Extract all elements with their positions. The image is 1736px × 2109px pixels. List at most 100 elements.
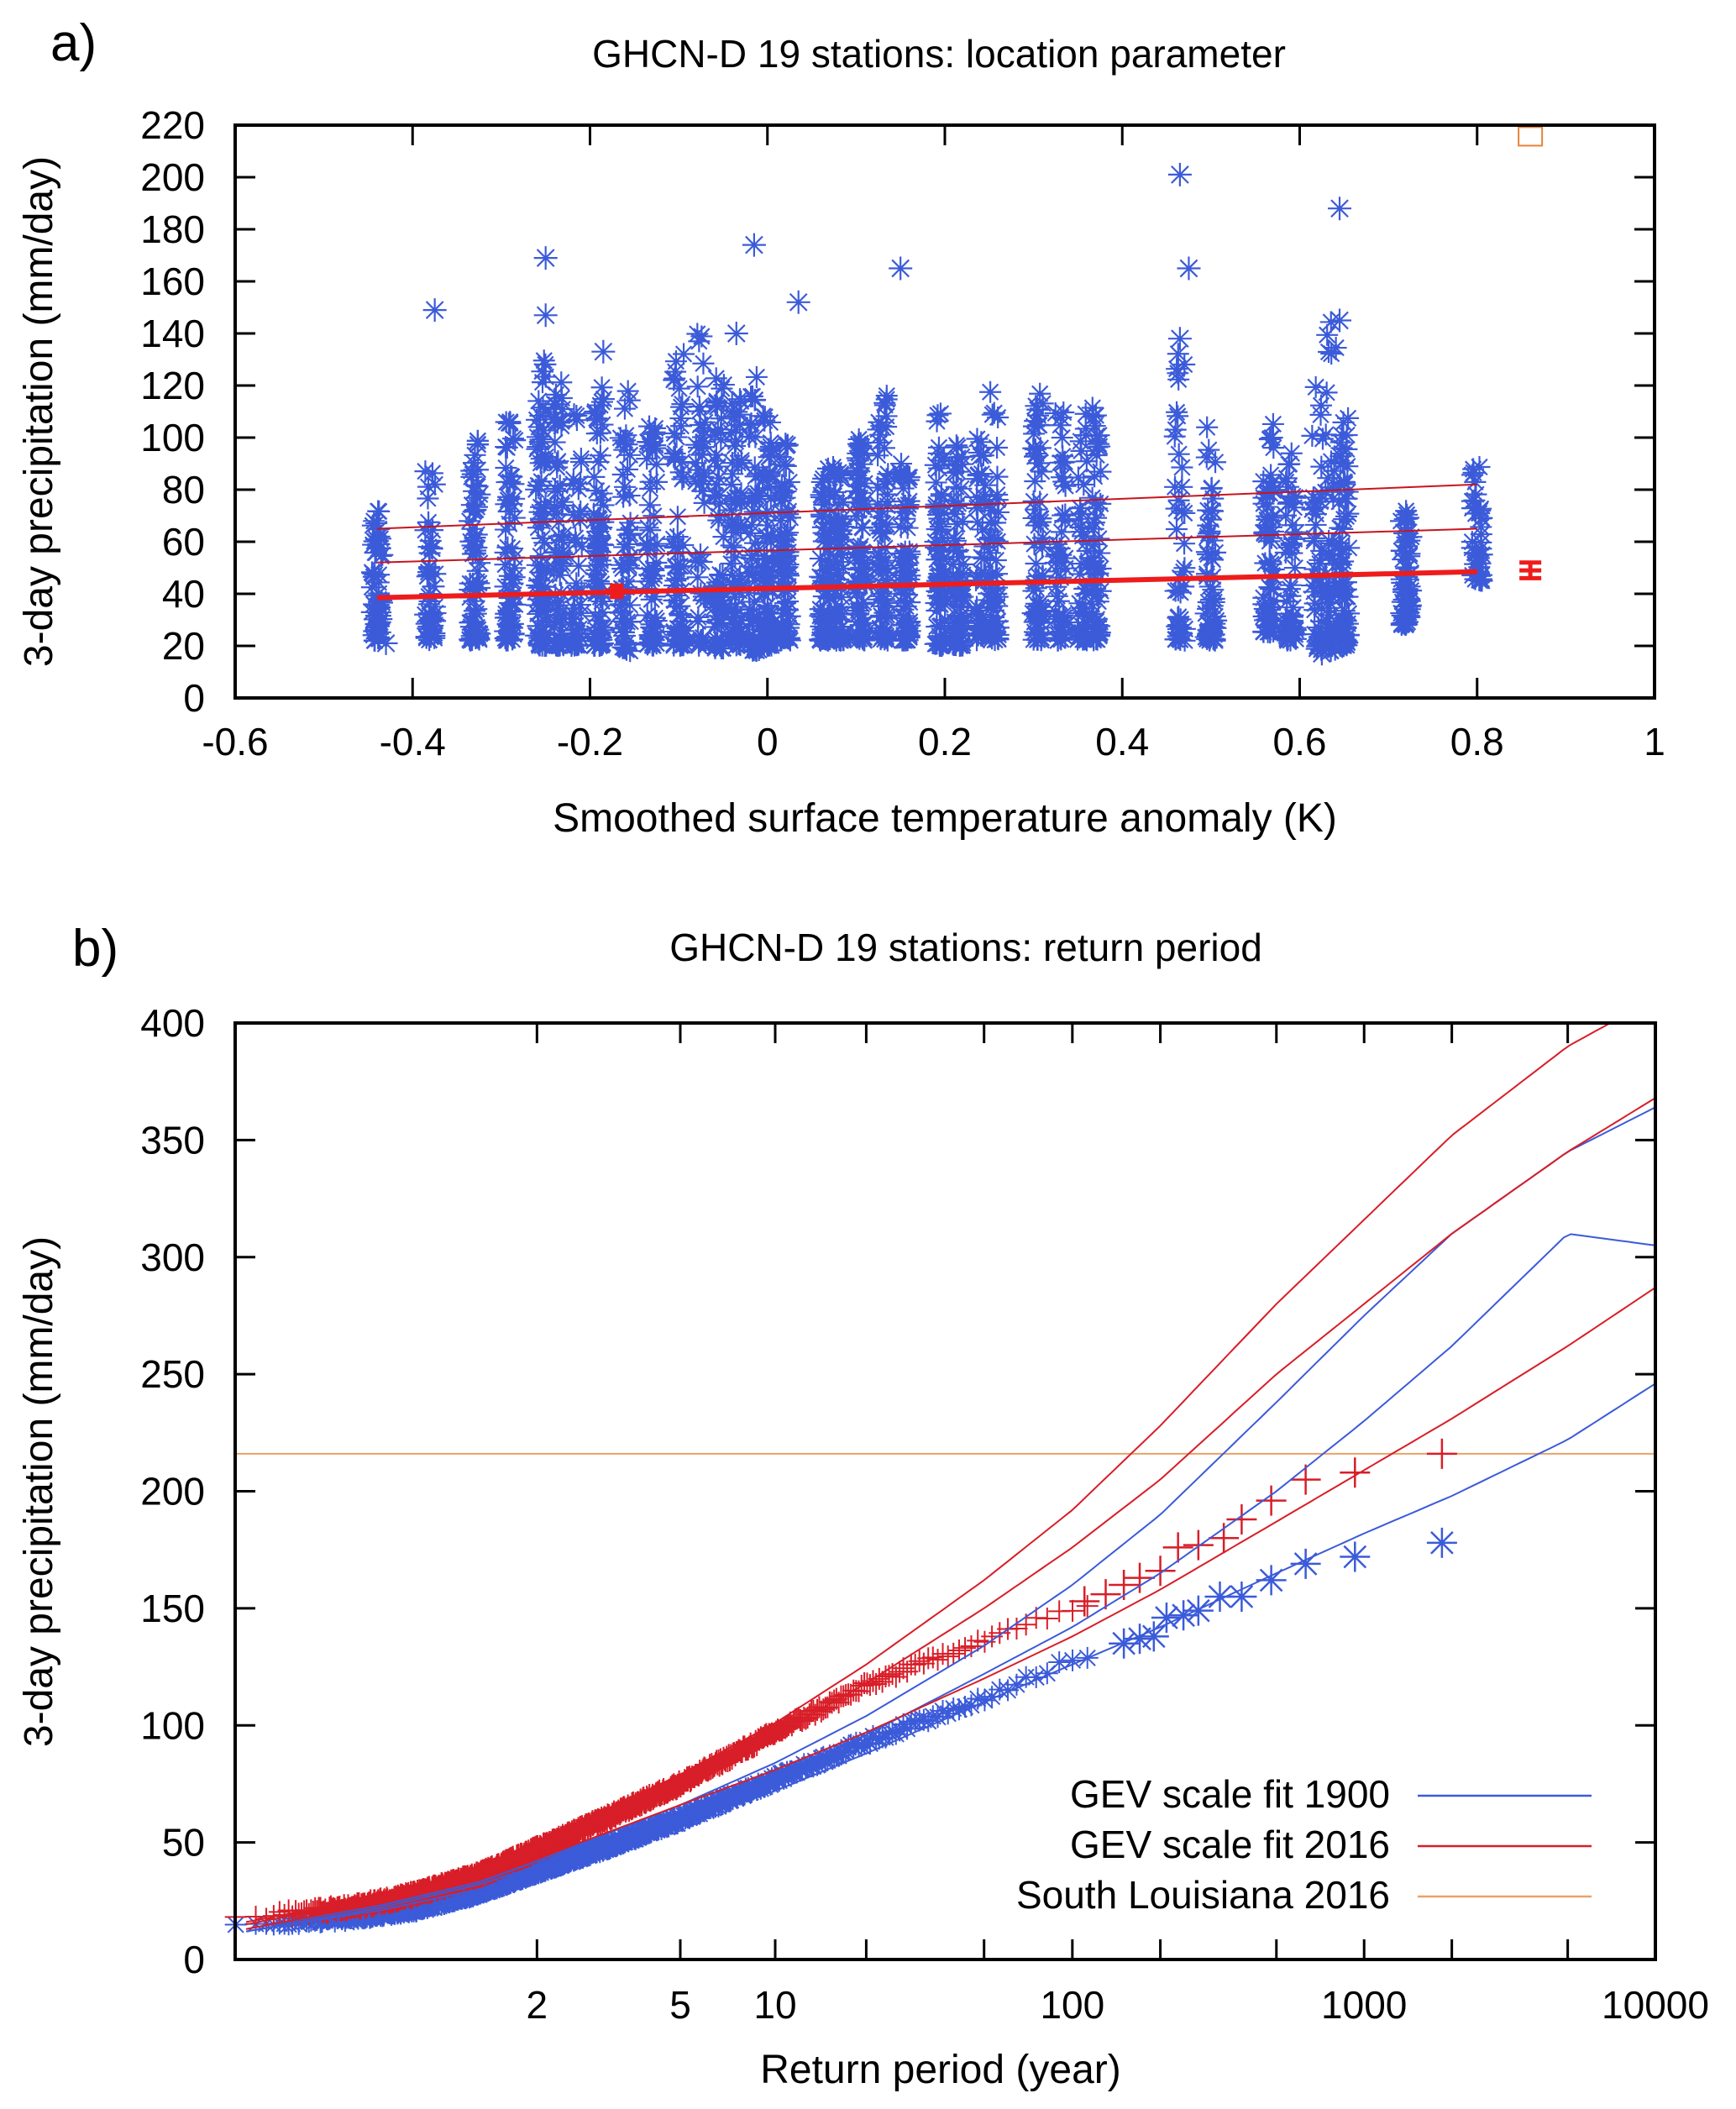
data-point <box>495 518 517 541</box>
data-point <box>850 437 873 459</box>
data-point-1900 <box>1290 1548 1321 1579</box>
data-point <box>663 537 686 559</box>
data-point <box>986 563 1009 585</box>
data-point <box>1393 522 1416 545</box>
data-point <box>1398 545 1421 568</box>
data-point <box>612 485 635 508</box>
data-point <box>1196 416 1219 438</box>
data-point <box>586 554 609 577</box>
data-point <box>588 634 611 657</box>
data-point <box>423 473 446 496</box>
data-point <box>1197 543 1219 565</box>
data-point <box>809 548 831 570</box>
data-point <box>525 478 548 501</box>
data-point <box>1304 375 1327 398</box>
data-point <box>1337 502 1360 525</box>
data-point <box>684 452 707 475</box>
data-point <box>831 528 853 551</box>
data-point <box>663 448 686 470</box>
data-point <box>636 538 658 561</box>
data-point <box>814 523 837 546</box>
data-point <box>1022 490 1045 512</box>
data-point <box>730 449 753 472</box>
data-point <box>369 537 391 559</box>
data-point-2016 <box>921 1646 944 1669</box>
data-point <box>744 532 767 554</box>
data-point <box>533 532 556 554</box>
data-point <box>876 491 899 513</box>
data-point <box>693 419 716 442</box>
data-point <box>980 596 1003 619</box>
data-point <box>1395 500 1418 522</box>
data-point <box>830 543 852 565</box>
data-point <box>870 415 893 438</box>
data-point <box>1256 509 1278 532</box>
y-tick-label: 160 <box>140 260 205 303</box>
data-point <box>1076 605 1099 627</box>
data-point <box>753 583 776 606</box>
data-point-1900 <box>816 1750 839 1772</box>
data-point <box>1046 532 1068 555</box>
data-point <box>730 610 753 632</box>
data-point <box>589 394 611 417</box>
data-point <box>895 619 918 642</box>
y-tick-label: 100 <box>140 1703 205 1747</box>
data-point <box>1050 551 1073 574</box>
data-point <box>614 607 637 630</box>
data-point <box>1067 619 1089 642</box>
data-point <box>361 562 384 585</box>
data-point <box>529 496 552 518</box>
data-point <box>371 543 394 566</box>
data-point <box>526 553 548 576</box>
data-point <box>1252 486 1275 509</box>
data-point <box>724 585 747 608</box>
x-tick-label: -0.4 <box>380 720 446 763</box>
data-point <box>704 449 726 472</box>
data-point-2016 <box>1076 1595 1099 1618</box>
data-point <box>982 527 1004 549</box>
data-point <box>1084 578 1107 601</box>
data-point <box>1337 623 1360 646</box>
data-point <box>1067 466 1089 489</box>
data-point <box>418 542 441 564</box>
data-point <box>827 568 850 590</box>
data-point <box>703 484 726 506</box>
data-point <box>1276 590 1298 613</box>
data-point <box>1274 504 1297 527</box>
data-point <box>893 627 915 650</box>
data-point <box>465 474 488 496</box>
data-point <box>368 612 391 635</box>
data-point <box>947 447 969 470</box>
data-point <box>756 500 779 522</box>
data-point <box>757 514 779 537</box>
data-point <box>1258 576 1281 599</box>
data-point <box>503 546 526 569</box>
data-point-1900 <box>942 1697 965 1720</box>
data-point-1900 <box>1036 1662 1058 1685</box>
data-point <box>1461 497 1484 520</box>
data-point <box>720 553 742 575</box>
data-point <box>945 496 968 518</box>
data-point <box>1392 580 1414 603</box>
data-point <box>1070 553 1093 575</box>
data-point <box>1025 498 1047 521</box>
data-point <box>532 371 554 394</box>
data-point <box>664 360 687 383</box>
data-point <box>1024 438 1046 461</box>
data-point <box>925 471 947 494</box>
data-point <box>867 444 889 467</box>
data-point <box>846 582 868 605</box>
data-point <box>741 513 763 536</box>
data-point <box>743 636 766 658</box>
data-point <box>1395 513 1418 536</box>
data-point <box>535 603 558 626</box>
data-point <box>706 455 729 478</box>
data-point <box>614 624 637 647</box>
data-point <box>752 405 774 428</box>
data-point <box>534 494 557 517</box>
data-point <box>950 477 973 500</box>
data-point <box>459 628 481 651</box>
data-point <box>850 496 873 518</box>
data-point-2016 <box>1162 1532 1193 1563</box>
data-point <box>689 400 711 422</box>
